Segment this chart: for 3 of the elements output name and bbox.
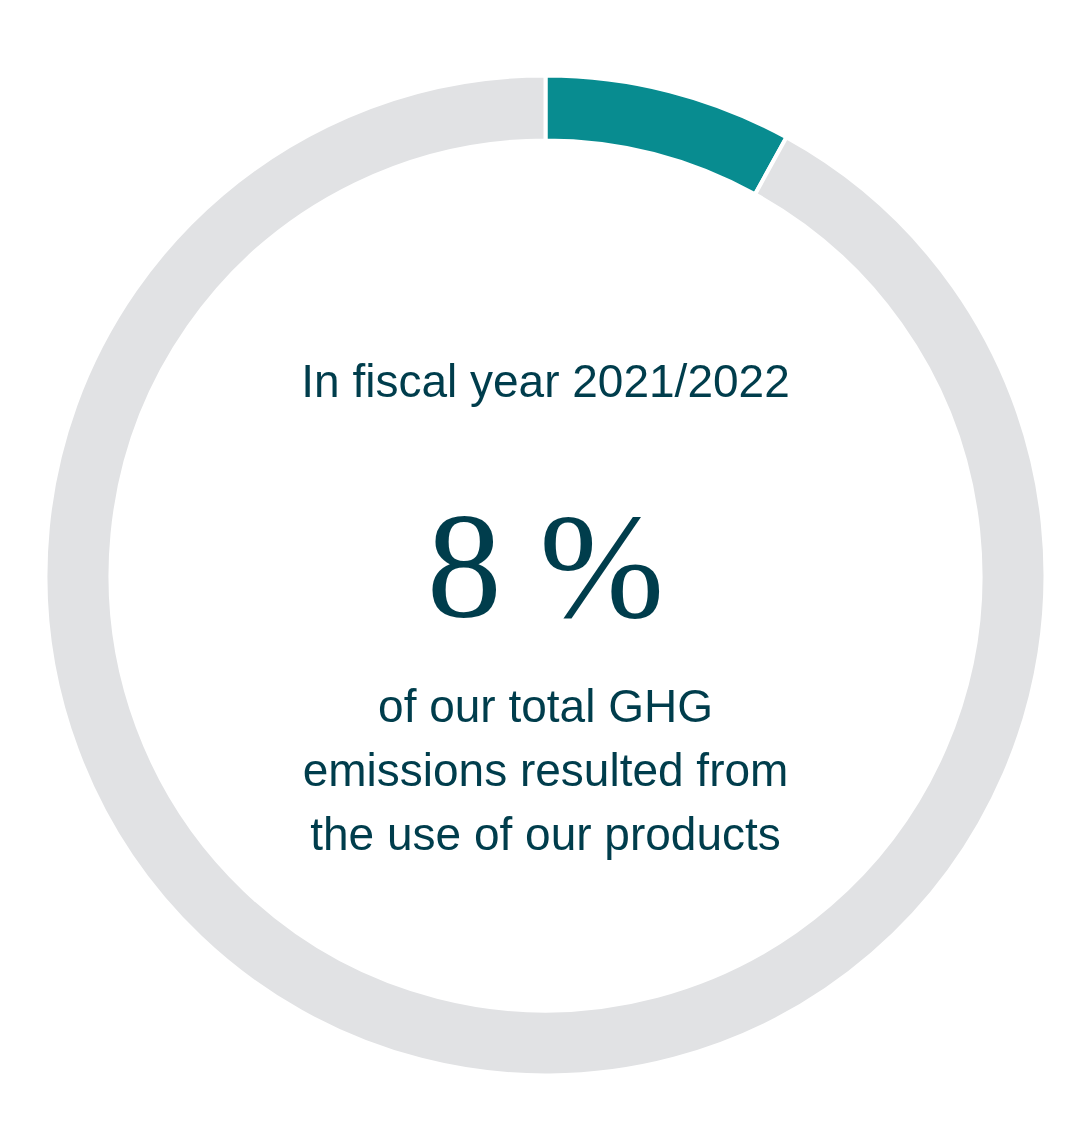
text: of our total GHG emissions resulted from the use of our products bbox=[302, 679, 789, 860]
text: In fiscal year 2021/2022 bbox=[301, 354, 790, 407]
text: 8 % bbox=[426, 482, 665, 649]
